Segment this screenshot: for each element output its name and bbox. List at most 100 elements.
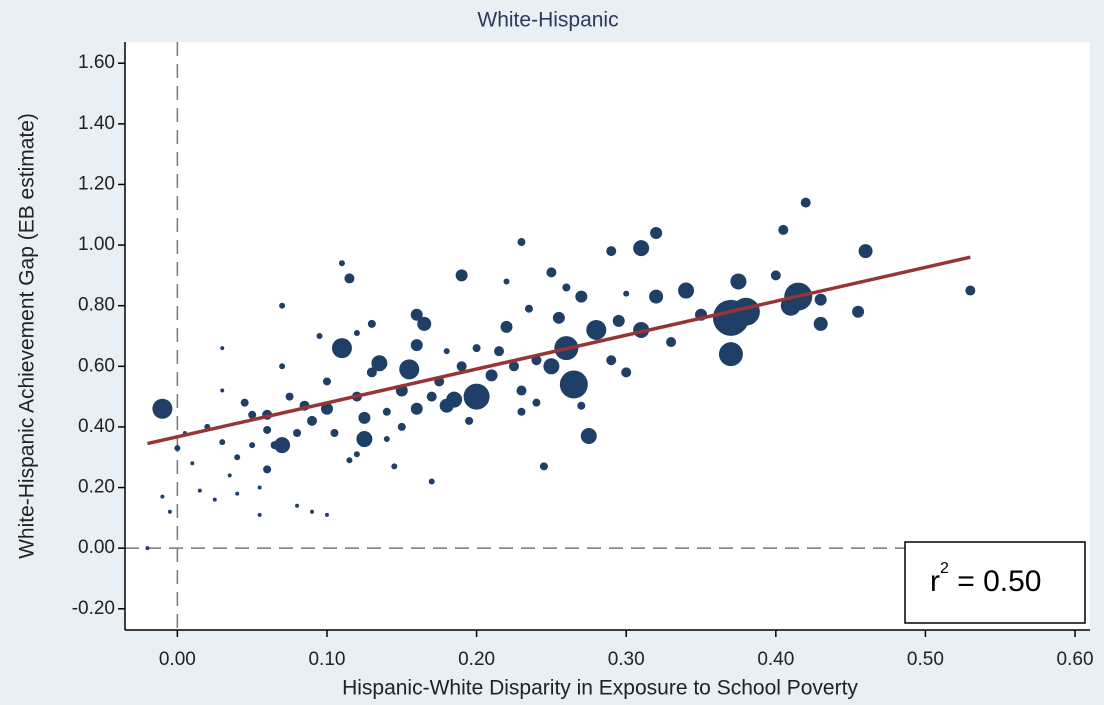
point [356,431,373,448]
point [562,283,571,292]
point [517,407,526,416]
x-tick-label: 0.30 [608,649,645,670]
point [310,509,315,514]
point [543,358,560,375]
point [778,224,789,235]
point [718,342,743,367]
x-tick-label: 0.10 [308,649,345,670]
point [367,319,376,328]
point [559,370,588,399]
point [353,329,360,336]
y-tick-label: 0.80 [78,295,115,316]
point [800,197,811,208]
point [649,289,664,304]
chart-title: White-Hispanic [477,9,618,32]
point [257,512,262,517]
point [160,494,165,499]
y-tick-label: 0.20 [78,477,115,498]
point [346,457,353,464]
point [220,346,225,351]
point [494,346,505,357]
point [858,244,873,259]
point [503,278,510,285]
point [220,388,225,393]
x-tick-label: 0.00 [159,649,196,670]
point [443,348,450,355]
point [307,415,318,426]
point [249,442,256,449]
point [263,465,272,474]
y-axis-label: White-Hispanic Achievement Gap (EB estim… [16,113,39,559]
point [227,473,232,478]
point [552,311,565,324]
y-tick-label: 1.00 [78,234,115,255]
point [174,445,181,452]
point [397,422,406,431]
point [212,497,217,502]
y-tick-label: 1.60 [78,52,115,73]
point [240,398,249,407]
point [257,485,262,490]
point [465,416,474,425]
y-tick-label: 0.60 [78,355,115,376]
point [279,302,286,309]
point [508,361,519,372]
point [575,290,588,303]
plot-area [125,42,1090,630]
point [621,367,632,378]
point [167,509,172,514]
point [316,333,323,339]
point [285,392,294,401]
point [344,273,355,284]
point [145,546,150,551]
point [263,425,272,434]
point [580,428,597,445]
point [417,316,432,331]
point [410,339,423,352]
point [623,290,630,297]
point [666,337,677,348]
point [472,344,481,353]
point [633,240,650,257]
point [463,383,490,410]
y-tick-label: 1.20 [78,173,115,194]
point [248,410,257,419]
point [293,428,302,437]
y-tick-label: 1.40 [78,113,115,134]
point [678,282,695,299]
x-tick-label: 0.20 [458,649,495,670]
point [852,305,865,318]
x-tick-label: 0.60 [1057,649,1094,670]
point [813,316,828,331]
point [330,428,339,437]
point [324,512,329,517]
point [358,411,371,424]
point [235,491,240,496]
point [965,285,976,296]
point [331,338,352,359]
point [279,363,286,370]
point [322,377,331,386]
point [234,454,241,461]
annotation-base: r [930,565,940,598]
point [524,304,533,313]
point [730,273,747,290]
point [606,246,617,257]
point [391,463,398,470]
point [426,391,437,402]
point [770,270,781,281]
x-axis-label: Hispanic-White Disparity in Exposure to … [342,677,858,700]
y-tick-label: -0.20 [72,598,115,619]
point [586,319,607,340]
point [399,359,420,380]
annotation: r2 = 0.50 [930,560,1041,598]
point [190,461,195,466]
point [219,439,226,446]
point [606,355,617,366]
point [577,401,586,410]
x-tick-label: 0.50 [907,649,944,670]
y-tick-label: 0.40 [78,416,115,437]
point [455,269,468,282]
annotation-sup: 2 [940,560,949,577]
